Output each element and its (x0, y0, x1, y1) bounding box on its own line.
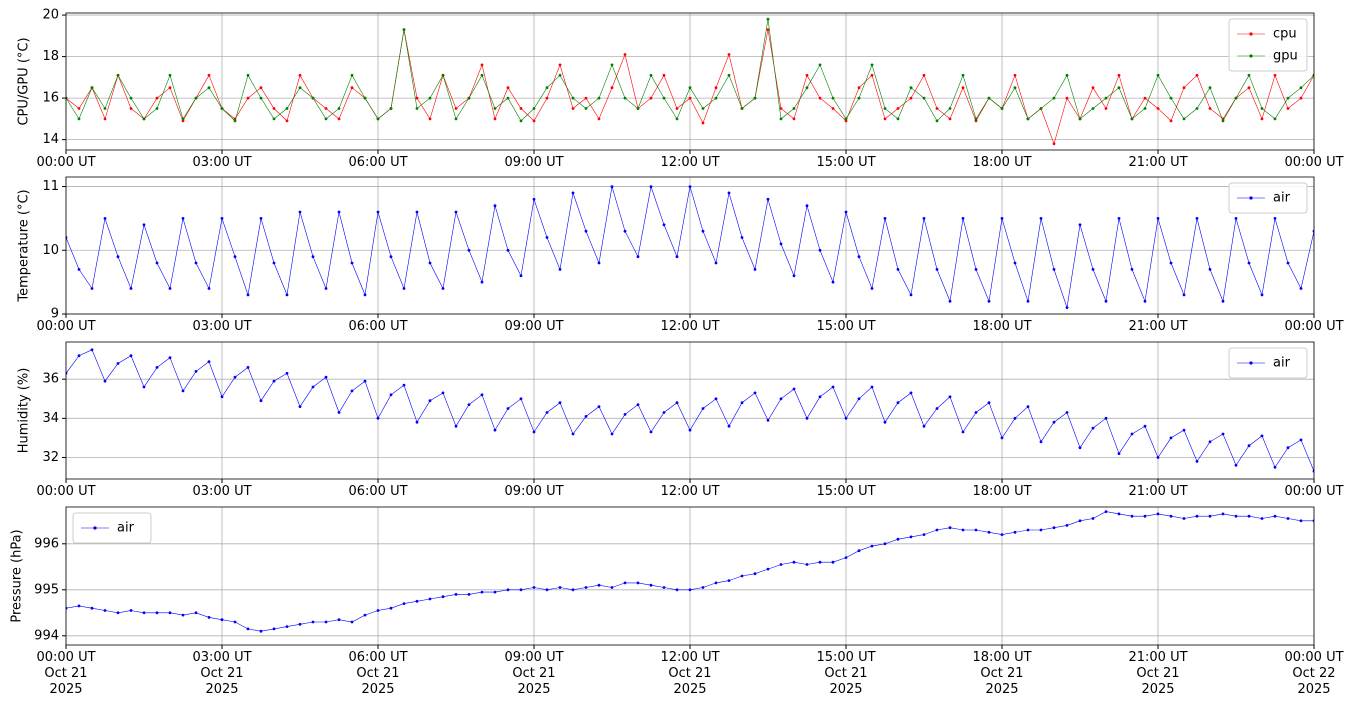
y-tick-label: 34 (42, 411, 59, 426)
x-tick-label: 15:00 UT (816, 484, 876, 499)
plot-area (66, 510, 1314, 633)
legend-label: air (1273, 191, 1291, 206)
x-tick-label: 21:00 UT (1128, 484, 1188, 499)
legend-box (1228, 347, 1308, 379)
y-tick-label: 10 (42, 243, 59, 258)
x-tick-label: 00:00 UT (1284, 155, 1344, 170)
legend-label: gpu (1273, 49, 1298, 64)
x-tick-label: 09:00 UT (504, 484, 564, 499)
plot-area (66, 348, 1314, 473)
x-tick-label: 03:00 UT Oct 21 2025 (192, 650, 252, 697)
x-tick-label: 06:00 UT (348, 484, 408, 499)
x-tick-label: 21:00 UT Oct 21 2025 (1128, 650, 1188, 697)
x-tick-label: 12:00 UT Oct 21 2025 (660, 650, 720, 697)
plot-area (66, 17, 1314, 146)
x-tick-label: 06:00 UT Oct 21 2025 (348, 650, 408, 697)
axes-frame (65, 506, 1315, 646)
legend-box (72, 512, 152, 544)
x-tick-label: 15:00 UT (816, 155, 876, 170)
x-tick-label: 03:00 UT (192, 155, 252, 170)
legend-box (1228, 182, 1308, 214)
axes-frame (65, 176, 1315, 315)
series-line (66, 348, 1314, 473)
x-tick-label: 09:00 UT (504, 155, 564, 170)
y-tick-label: 32 (42, 450, 59, 465)
legend-marker (1249, 196, 1253, 200)
y-tick-label: 994 (34, 628, 59, 643)
legend-label: air (1273, 356, 1291, 371)
y-axis-label: CPU/GPU (°C) (17, 37, 32, 125)
y-axis-label: Temperature (°C) (17, 189, 32, 302)
legend-marker (1249, 32, 1253, 36)
x-tick-label: 03:00 UT (192, 484, 252, 499)
x-tick-label: 09:00 UT (504, 319, 564, 334)
legend-label: air (117, 521, 135, 536)
legend-marker (93, 526, 97, 530)
x-tick-label: 15:00 UT Oct 21 2025 (816, 650, 876, 697)
y-axis-label: Humidity (%) (17, 368, 32, 454)
x-tick-label: 15:00 UT (816, 319, 876, 334)
x-tick-label: 00:00 UT Oct 22 2025 (1284, 650, 1344, 697)
x-tick-label: 12:00 UT (660, 319, 720, 334)
x-tick-label: 18:00 UT (972, 484, 1032, 499)
x-tick-label: 18:00 UT (972, 155, 1032, 170)
legend-label: cpu (1273, 27, 1297, 42)
legend-marker (1249, 54, 1253, 58)
y-tick-label: 36 (42, 372, 59, 387)
x-tick-label: 06:00 UT (348, 319, 408, 334)
x-tick-label: 00:00 UT (36, 319, 96, 334)
series-line (66, 185, 1314, 309)
legend-box (1228, 18, 1308, 72)
x-tick-label: 12:00 UT (660, 155, 720, 170)
x-tick-label: 00:00 UT (1284, 484, 1344, 499)
y-tick-label: 9 (51, 307, 59, 322)
y-tick-label: 995 (34, 582, 59, 597)
y-tick-label: 11 (42, 179, 59, 194)
y-tick-label: 996 (34, 536, 59, 551)
y-tick-label: 14 (42, 132, 59, 147)
axes-frame (65, 12, 1315, 151)
x-tick-label: 03:00 UT (192, 319, 252, 334)
x-tick-label: 21:00 UT (1128, 319, 1188, 334)
x-tick-label: 00:00 UT (36, 155, 96, 170)
x-tick-label: 00:00 UT (1284, 319, 1344, 334)
x-tick-label: 21:00 UT (1128, 155, 1188, 170)
y-axis-label: Pressure (hPa) (10, 529, 25, 622)
y-tick-label: 16 (42, 91, 59, 106)
x-tick-label: 12:00 UT (660, 484, 720, 499)
y-tick-label: 18 (42, 49, 59, 64)
series-line (66, 17, 1314, 123)
x-tick-label: 00:00 UT (36, 484, 96, 499)
x-tick-label: 09:00 UT Oct 21 2025 (504, 650, 564, 697)
axes-frame (65, 341, 1315, 480)
series-line (66, 510, 1314, 633)
y-tick-label: 20 (42, 8, 59, 23)
x-tick-label: 06:00 UT (348, 155, 408, 170)
plot-area (66, 185, 1314, 309)
x-tick-label: 00:00 UT Oct 21 2025 (36, 650, 96, 697)
x-tick-label: 18:00 UT Oct 21 2025 (972, 650, 1032, 697)
x-tick-label: 18:00 UT (972, 319, 1032, 334)
legend-marker (1249, 361, 1253, 365)
